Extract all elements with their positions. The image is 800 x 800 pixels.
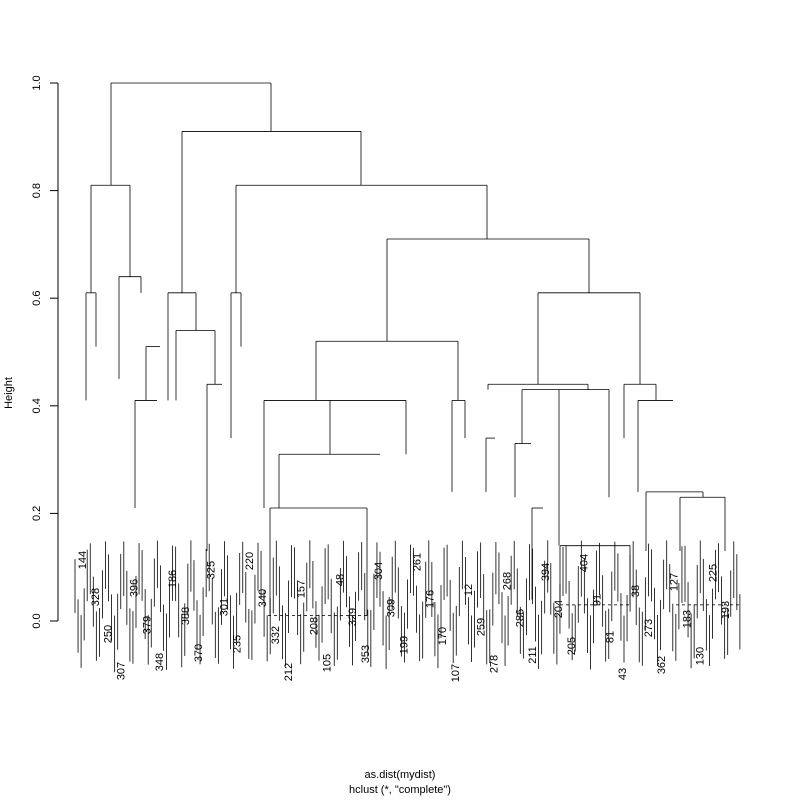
leaf-label: 329 (347, 608, 359, 626)
leaf-label: 220 (244, 552, 256, 570)
dendrogram-tree (74, 82, 741, 673)
leaf-label: 211 (527, 646, 539, 664)
leaf-label: 43 (617, 668, 629, 680)
y-tick-label: 0.6 (31, 291, 43, 306)
y-tick-label: 0.2 (31, 506, 43, 521)
y-tick-label: 0.0 (31, 613, 43, 628)
leaf-label: 250 (103, 625, 115, 643)
leaf-label: 81 (604, 631, 616, 643)
leaf-label: 48 (334, 574, 346, 586)
leaf-label: 157 (296, 580, 308, 598)
leaf-label: 332 (270, 626, 282, 644)
leaf-label: 183 (682, 610, 694, 628)
leaf-label: 186 (167, 570, 179, 588)
y-axis-label: Height (3, 377, 15, 409)
leaf-label: 404 (579, 554, 591, 572)
leaf-label: 348 (154, 653, 166, 671)
leaf-label: 91 (592, 594, 604, 606)
leaf-label: 204 (553, 600, 565, 618)
leaf-label: 278 (489, 655, 501, 673)
x-axis-label: as.dist(mydist) (364, 769, 436, 781)
leaf-label: 205 (566, 637, 578, 655)
leaf-label: 396 (128, 579, 140, 597)
leaf-label: 12 (463, 584, 475, 596)
leaf-label: 208 (309, 617, 321, 635)
leaf-label: 127 (669, 573, 681, 591)
leaf-label: 379 (141, 616, 153, 634)
leaf-label: 328 (90, 588, 102, 606)
leaf-label: 199 (399, 636, 411, 654)
leaf-label: 235 (231, 635, 243, 653)
leaf-label: 259 (476, 618, 488, 636)
leaf-label: 107 (450, 664, 462, 682)
leaf-label: 307 (116, 662, 128, 680)
leaf-label: 144 (77, 551, 89, 569)
leaf-label: 340 (257, 589, 269, 607)
leaf-labels: 144 328 250 307 396 379 348 186 388 370 325 301 235 2… (77, 551, 732, 682)
leaf-label: 105 (321, 654, 333, 672)
leaf-label: 130 (694, 647, 706, 665)
leaf-label: 225 (707, 564, 719, 582)
leaf-label: 388 (180, 607, 192, 625)
leaf-label: 273 (643, 619, 655, 637)
leaf-label: 261 (411, 553, 423, 571)
leaf-label: 362 (656, 656, 668, 674)
leaf-label: 170 (437, 627, 449, 645)
y-tick-label: 0.4 (31, 398, 43, 413)
leaf-label: 353 (360, 645, 372, 663)
leaf-label: 325 (206, 561, 218, 579)
leaf-label: 176 (424, 590, 436, 608)
method-sublabel: hclust (*, "complete") (349, 784, 451, 796)
leaf-label: 394 (540, 563, 552, 581)
y-tick-label: 0.8 (31, 183, 43, 198)
leaf-label: 304 (373, 562, 385, 580)
leaf-label: 38 (630, 585, 642, 597)
y-axis: 0.0 0.2 0.4 0.6 0.8 1.0 (31, 75, 59, 629)
leaf-label: 301 (218, 598, 230, 616)
leaf-label: 193 (720, 601, 732, 619)
y-tick-label: 1.0 (31, 75, 43, 90)
leaf-label: 370 (193, 644, 205, 662)
leaf-label: 212 (283, 663, 295, 681)
leaf-label: 309 (386, 599, 398, 617)
leaf-label: 268 (501, 572, 513, 590)
leaf-label: 286 (514, 609, 526, 627)
